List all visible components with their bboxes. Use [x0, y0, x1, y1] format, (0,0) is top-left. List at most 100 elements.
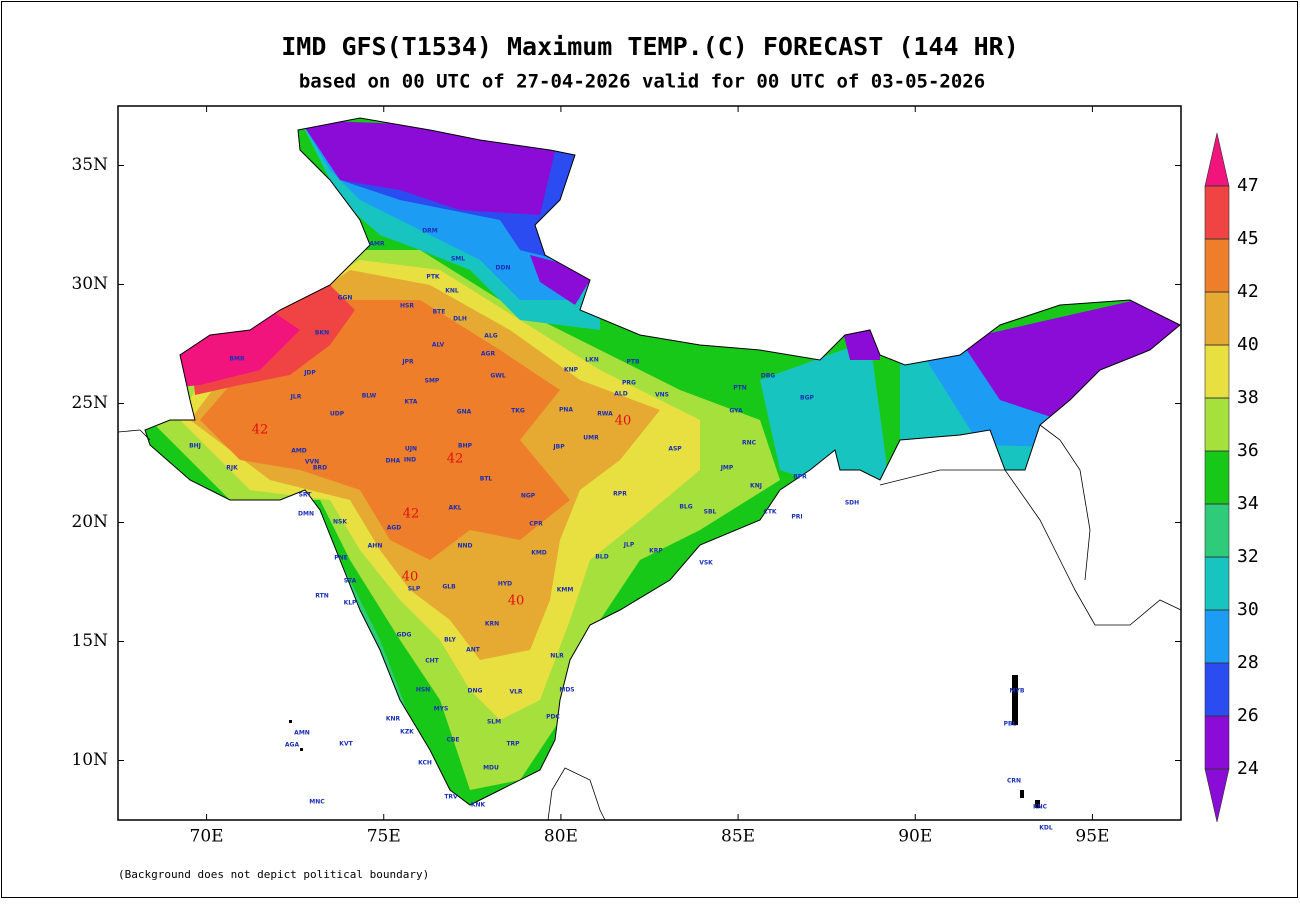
- station-code: BHP: [458, 443, 473, 450]
- station-code: MYS: [434, 706, 449, 713]
- station-code: DBG: [761, 373, 776, 380]
- colorbar-label: 30: [1237, 599, 1259, 620]
- station-code: KMM: [557, 587, 574, 594]
- station-code: NND: [457, 543, 472, 550]
- station-code: GNA: [457, 409, 472, 416]
- station-code: TKG: [511, 408, 525, 415]
- station-code: ALG: [484, 333, 497, 340]
- station-code: PTK: [426, 274, 439, 281]
- station-code: RPR: [613, 491, 627, 498]
- colorbar-label: 42: [1237, 281, 1259, 302]
- y-tick-label: 10N: [71, 750, 108, 770]
- india-outline: [144, 117, 1181, 806]
- station-code: BRD: [313, 465, 327, 472]
- station-code: MNC: [309, 799, 325, 806]
- station-code: AGD: [387, 525, 402, 532]
- station-code: JLR: [290, 394, 302, 401]
- station-code: ALD: [614, 391, 627, 398]
- station-code: BLD: [595, 554, 608, 561]
- station-code: BKN: [315, 330, 329, 337]
- station-code: MDU: [483, 765, 499, 772]
- station-code: KNP: [564, 367, 579, 374]
- station-code: SLM: [487, 719, 501, 726]
- colorbar-swatch: [1204, 238, 1230, 293]
- station-code: MYB: [1010, 688, 1025, 695]
- colorbar-label: 38: [1237, 387, 1259, 408]
- contour-label: 40: [508, 594, 525, 609]
- station-code: NGP: [521, 493, 536, 500]
- y-tick-label: 20N: [71, 512, 108, 532]
- station-code: PRG: [622, 380, 636, 387]
- station-code: KNR: [386, 716, 401, 723]
- station-code: CTK: [763, 509, 776, 516]
- station-code: KVT: [339, 741, 353, 748]
- border-line: [1039, 424, 1091, 581]
- station-code: SMP: [425, 378, 440, 385]
- x-tick-label: 75E: [367, 827, 401, 847]
- station-code: CBE: [446, 737, 459, 744]
- island: [1020, 790, 1024, 798]
- x-tick-label: 95E: [1075, 827, 1109, 847]
- station-code: BGP: [800, 395, 814, 402]
- colorbar-swatch: [1204, 450, 1230, 505]
- station-code: KNC: [1033, 804, 1048, 811]
- contour-label: 40: [615, 414, 632, 429]
- station-code: DDN: [496, 265, 511, 272]
- station-code: RTN: [315, 593, 328, 600]
- contour-label: 42: [447, 452, 464, 467]
- station-code: GDG: [397, 632, 412, 639]
- station-code: KZK: [400, 729, 414, 736]
- x-tick-label: 85E: [721, 827, 755, 847]
- station-code: DMN: [298, 511, 314, 518]
- colorbar-swatch: [1204, 715, 1230, 770]
- contour-label: 42: [252, 423, 269, 438]
- map-frame: [117, 105, 1182, 821]
- station-code: SRT: [299, 492, 313, 499]
- colorbar-swatch: [1204, 662, 1230, 717]
- station-code: VSK: [699, 560, 713, 567]
- field-band: [300, 120, 560, 215]
- footnote: (Background does not depict political bo…: [118, 868, 429, 881]
- station-code: JPR: [401, 359, 414, 366]
- station-code: DNG: [468, 688, 483, 695]
- station-code: GGN: [338, 295, 353, 302]
- station-code: BLG: [679, 504, 692, 511]
- contour-label: 42: [403, 507, 420, 522]
- station-code: KRP: [649, 548, 663, 555]
- x-tick-label: 80E: [544, 827, 578, 847]
- station-code: HSR: [400, 303, 414, 310]
- island: [300, 748, 303, 751]
- station-code: KDL: [1039, 825, 1053, 832]
- station-code: PTB: [626, 359, 639, 366]
- station-code: TRP: [506, 741, 520, 748]
- y-tick-label: 25N: [71, 393, 108, 413]
- station-code: KMD: [531, 550, 547, 557]
- station-code: DHA: [386, 458, 401, 465]
- station-code: KNK: [471, 802, 486, 809]
- colorbar-label: 36: [1237, 440, 1259, 461]
- station-code: RJK: [226, 465, 238, 472]
- station-code: BMR: [229, 356, 245, 363]
- station-code: UDP: [330, 411, 345, 418]
- station-code: JBP: [552, 444, 565, 451]
- y-tick-label: 15N: [71, 631, 108, 651]
- station-code: PRI: [791, 514, 802, 521]
- station-code: AMR: [369, 241, 385, 248]
- station-code: AHN: [368, 543, 383, 550]
- station-code: KNJ: [750, 483, 762, 490]
- colorbar-label: 40: [1237, 334, 1259, 355]
- station-code: AGR: [481, 351, 496, 358]
- station-code: BLY: [444, 637, 456, 644]
- station-code: KRN: [485, 621, 499, 628]
- island: [1012, 675, 1018, 725]
- colorbar-swatch: [1204, 185, 1230, 240]
- border-line: [879, 469, 1182, 626]
- colorbar-label: 47: [1237, 175, 1259, 196]
- station-code: PBL: [1004, 721, 1017, 728]
- station-code: VLR: [509, 689, 522, 696]
- field-band: [530, 255, 595, 305]
- station-code: AKL: [448, 505, 461, 512]
- station-code: UMR: [583, 435, 599, 442]
- field-band: [760, 340, 890, 490]
